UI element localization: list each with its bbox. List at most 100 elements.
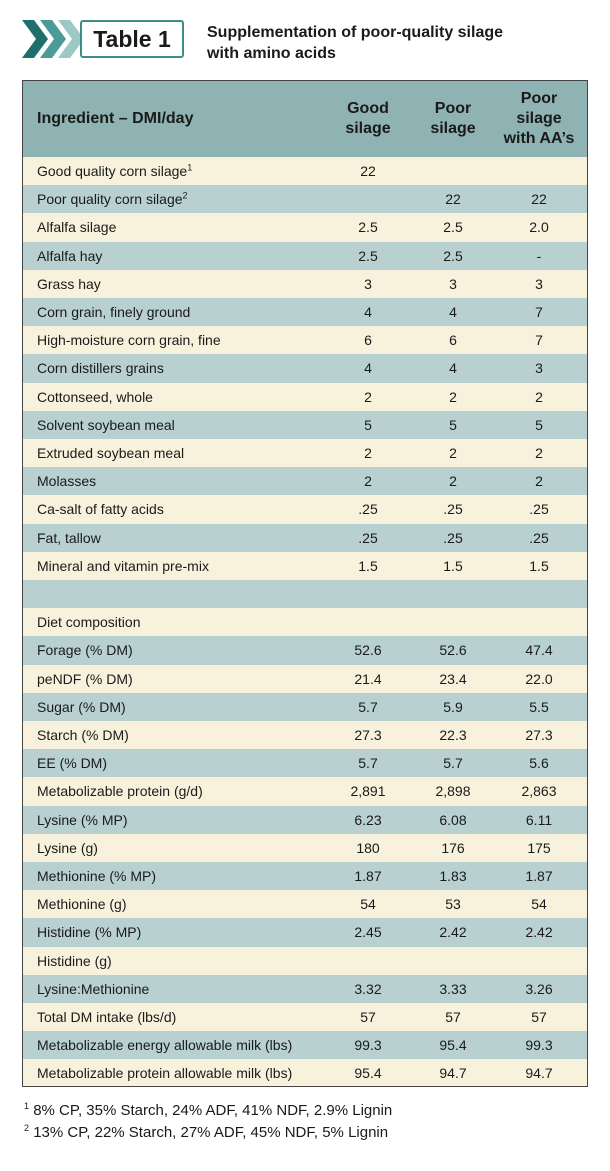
row-label: Alfalfa hay (37, 242, 102, 270)
row-label: Corn distillers grains (37, 354, 164, 382)
cell: 5.9 (443, 698, 463, 715)
row-label-text: Molasses (37, 473, 97, 490)
row-label: Metabolizable energy allowable milk (lbs… (37, 1031, 292, 1059)
cell: 99.3 (525, 1037, 553, 1054)
cell: 57 (445, 1009, 461, 1025)
cell: 7 (535, 332, 543, 349)
cell: 2 (364, 445, 372, 461)
cell: 2 (449, 388, 457, 405)
row-label-text: peNDF (% DM) (37, 670, 133, 687)
row-label-text: Fat, tallow (37, 529, 101, 546)
cell: - (536, 247, 542, 264)
table-row: Extruded soybean meal 2 2 2 (23, 439, 587, 467)
table-row: Metabolizable protein allowable milk (lb… (23, 1059, 587, 1087)
header-line: Poor (520, 90, 558, 107)
footnote: 2 13% CP, 22% Starch, 27% ADF, 45% NDF, … (24, 1124, 389, 1142)
cell: 3.32 (354, 980, 382, 997)
row-label-text: Forage (% DM) (37, 642, 133, 659)
row-label-text: Lysine (g) (37, 839, 98, 856)
row-label: Sugar (% DM) (37, 693, 126, 721)
cell: 2 (449, 445, 457, 461)
row-label-text: Alfalfa silage (37, 219, 117, 236)
table-row: Alfalfa hay 2.5 2.5 - (23, 241, 587, 270)
table-row: Grass hay 3 3 3 (23, 270, 587, 298)
cell: 1.5 (529, 557, 549, 574)
row-label-text: Poor quality corn silage (37, 191, 183, 208)
cell: 5.5 (529, 698, 549, 715)
table-row: Lysine (g) 180 176 175 (23, 834, 587, 862)
cell: 1.87 (525, 868, 553, 884)
header-line: Poor (434, 100, 472, 117)
cell: 2 (535, 388, 543, 405)
cell: 4 (364, 360, 372, 377)
row-label-text: Lysine (% MP) (37, 811, 128, 828)
cell: 1.83 (439, 868, 467, 884)
row-label-text: High-moisture corn grain, fine (37, 332, 221, 349)
cell: 3.26 (525, 980, 553, 997)
table-row: peNDF (% DM) 21.4 23.4 22.0 (23, 665, 587, 693)
row-label: Histidine (% MP) (37, 918, 141, 946)
row-label-text: Methionine (% MP) (37, 868, 157, 884)
column-header: Good silage (318, 99, 418, 139)
cell: 22 (531, 191, 547, 208)
cell: 99.3 (354, 1037, 382, 1054)
table-row: Metabolizable protein (g/d) 2,891 2,898 2,8… (23, 777, 587, 805)
table-row: Lysine (% MP) 6.23 6.08 6.11 (23, 805, 587, 834)
row-label: High-moisture corn grain, fine (37, 326, 221, 354)
footnote-mark: 1 (24, 1101, 30, 1111)
cell: 52.6 (354, 642, 382, 659)
cell: .25 (443, 501, 463, 518)
row-label-text: Solvent soybean meal (37, 416, 175, 433)
cell: 180 (356, 839, 380, 856)
cell: 47.4 (525, 642, 553, 659)
footnote-text: 13% CP, 22% Starch, 27% ADF, 45% NDF, 5%… (33, 1124, 389, 1141)
cell: 53 (445, 896, 461, 913)
chevrons (22, 20, 84, 58)
table-row: Fat, tallow .25 .25 .25 (23, 523, 587, 552)
cell: 1.5 (358, 557, 378, 574)
row-label: Corn grain, finely ground (37, 298, 190, 326)
header-line: Ingredient – DMI/day (37, 110, 194, 127)
cell: 5 (535, 416, 543, 433)
cell: 2 (364, 388, 372, 405)
row-label-text: Alfalfa hay (37, 247, 103, 264)
table-row: Solvent soybean meal 5 5 5 (23, 410, 587, 439)
row-label-text: Metabolizable energy allowable milk (lbs… (37, 1037, 293, 1054)
header-line: silage (516, 110, 562, 127)
title-line: with amino acids (207, 45, 336, 62)
cell: 5.7 (358, 755, 378, 772)
cell: 54 (531, 896, 547, 913)
table-row: Poor quality corn silage2 22 22 (23, 185, 587, 214)
table-row: Cottonseed, whole 2 2 2 (23, 383, 587, 411)
cell: 3 (449, 275, 457, 292)
cell: 21.4 (354, 670, 382, 687)
footnote-ref: 2 (182, 190, 188, 201)
cell: 2 (449, 473, 457, 490)
cell: 95.4 (439, 1037, 467, 1054)
table-row: Ca-salt of fatty acids .25 .25 .25 (23, 495, 587, 523)
cell: 2.42 (525, 924, 553, 941)
row-label: Methionine (% MP) (37, 862, 156, 890)
row-label: Grass hay (37, 270, 101, 298)
table-row: Corn grain, finely ground 4 4 7 (23, 298, 587, 327)
cell: 175 (527, 839, 551, 856)
table-row: Lysine:Methionine 3.32 3.33 3.26 (23, 974, 587, 1003)
row-label-text: Histidine (% MP) (37, 924, 142, 941)
cell: 5.6 (529, 755, 549, 772)
row-label-text: Metabolizable protein (g/d) (37, 783, 203, 800)
footnote-ref: 1 (187, 162, 193, 173)
cell: 6 (449, 332, 457, 349)
header-line: Good (347, 100, 389, 117)
row-label-text: Extruded soybean meal (37, 445, 185, 461)
row-label-text: Metabolizable protein allowable milk (lb… (37, 1065, 293, 1082)
row-label: Metabolizable protein (g/d) (37, 777, 203, 805)
row-label: Diet composition (37, 608, 141, 636)
row-label-text: Ca-salt of fatty acids (37, 501, 164, 518)
row-label-text: Methionine (g) (37, 896, 127, 913)
table-header: Ingredient – DMI/day Good silage Poor silage… (23, 81, 587, 157)
cell: 2.45 (354, 924, 382, 941)
row-label: Mineral and vitamin pre-mix (37, 552, 209, 580)
table-row: Corn distillers grains 4 4 3 (23, 354, 587, 383)
cell: 27.3 (525, 727, 553, 743)
